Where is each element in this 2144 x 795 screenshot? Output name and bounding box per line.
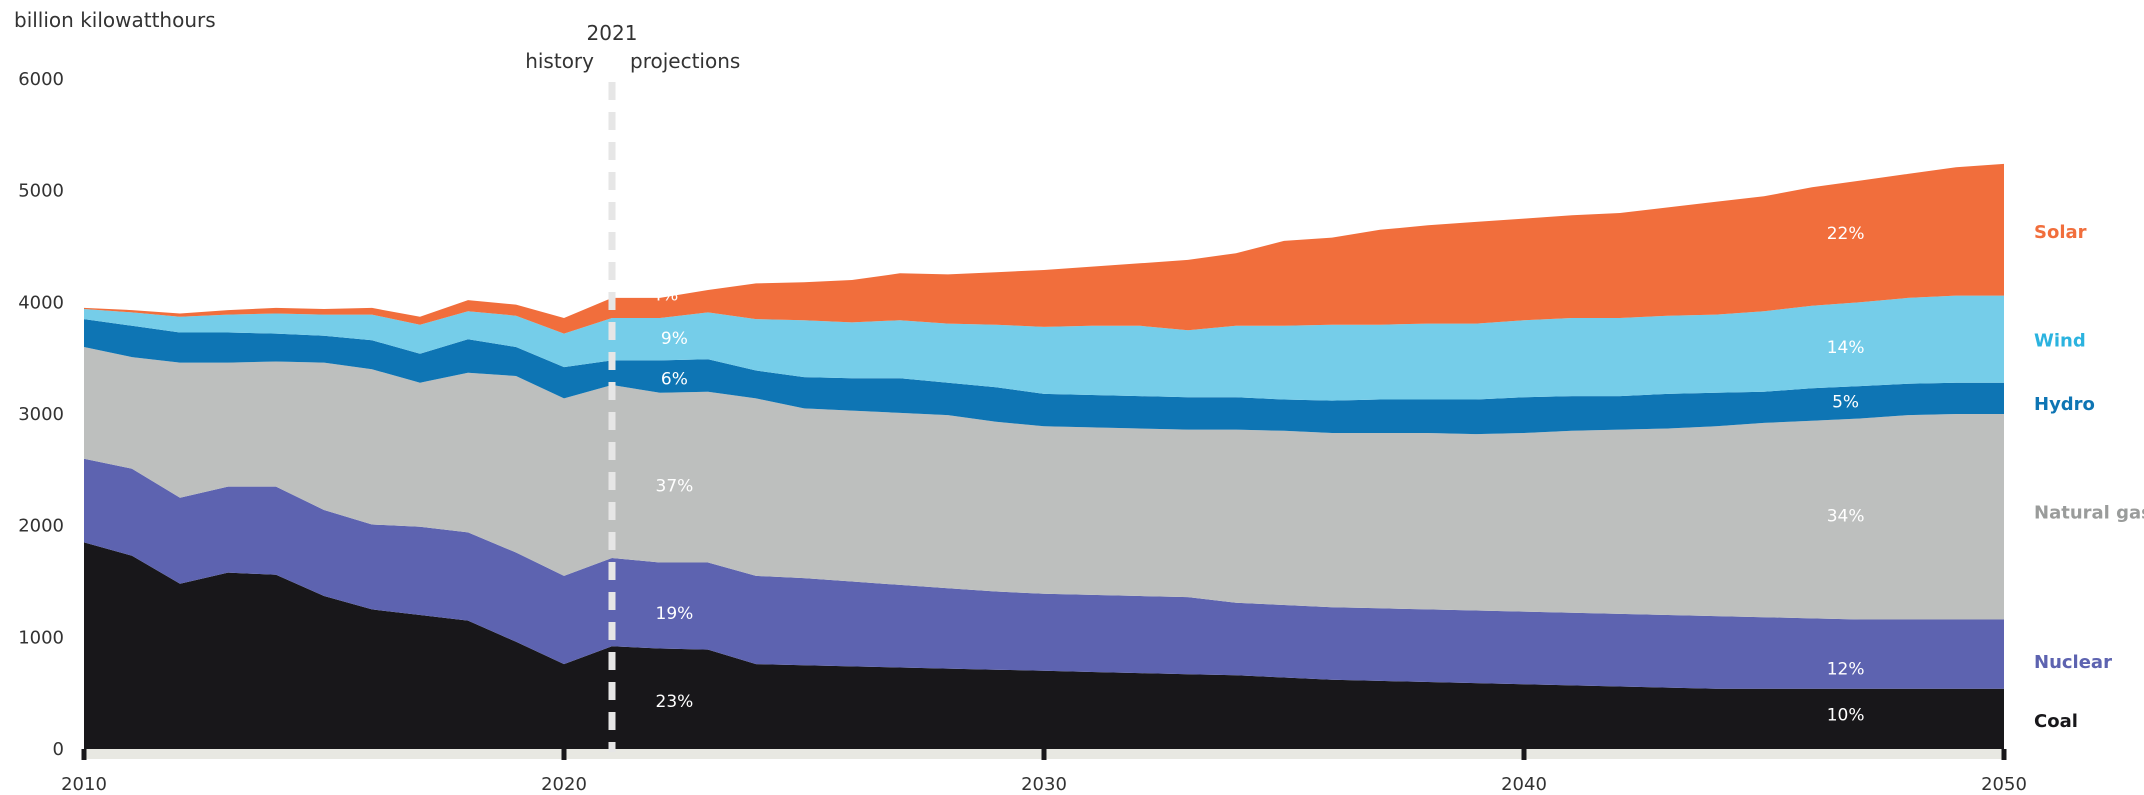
pct-label-nuclear: 12% xyxy=(1827,660,1865,680)
pct-label-coal: 10% xyxy=(1827,705,1865,725)
y-tick-label-1000: 1000 xyxy=(18,627,64,648)
projections-label: projections xyxy=(630,49,740,73)
x-tick-label-2020: 2020 xyxy=(541,774,587,795)
y-tick-label-3000: 3000 xyxy=(18,404,64,425)
pct-label-solar: 22% xyxy=(1827,224,1865,244)
x-tick-label-2040: 2040 xyxy=(1501,774,1547,795)
y-axis: 0 1000 2000 3000 4000 5000 6000 xyxy=(18,69,64,760)
stacked-areas xyxy=(84,163,2004,749)
y-tick-label-5000: 5000 xyxy=(18,181,64,202)
legend-hydro: Hydro xyxy=(2034,394,2095,415)
x-tick-mark-2050 xyxy=(2001,749,2007,760)
pct-label-coal: 23% xyxy=(656,692,694,712)
x-tick-label-2030: 2030 xyxy=(1021,774,1067,795)
area-coal xyxy=(84,542,2004,749)
area-hydro xyxy=(84,319,2004,435)
y-tick-label-2000: 2000 xyxy=(18,516,64,537)
percent-labels: 4% 9% 6% 37% 19% 23% 22% 14% 5% 34% 12% 10% xyxy=(651,224,1864,725)
legend-nuclear: Nuclear xyxy=(2034,652,2112,673)
x-tick-mark-2030 xyxy=(1041,749,1047,760)
pct-label-natural-gas: 34% xyxy=(1827,507,1865,527)
history-label: history xyxy=(525,49,594,73)
y-axis-unit-label: billion kilowatthours xyxy=(14,8,216,32)
area-solar xyxy=(84,163,2004,334)
y-tick-label-4000: 4000 xyxy=(18,292,64,313)
x-tick-mark-2040 xyxy=(1521,749,1527,760)
y-tick-label-0: 0 xyxy=(53,739,64,760)
x-axis: 2010 2020 2030 2040 2050 xyxy=(61,749,2027,795)
legend: Solar Wind Hydro Natural gas Nuclear Coal xyxy=(2034,222,2144,732)
pct-label-hydro: 5% xyxy=(1832,393,1859,413)
x-tick-mark-2010 xyxy=(81,749,87,760)
pct-label-hydro: 6% xyxy=(661,369,688,389)
legend-natural-gas: Natural gas xyxy=(2034,502,2144,523)
history-projection-divider: 2021 history projections xyxy=(525,21,740,752)
pct-label-solar: 4% xyxy=(651,286,678,306)
pct-label-wind: 9% xyxy=(661,329,688,349)
x-tick-mark-2020 xyxy=(561,749,567,760)
area-natural-gas xyxy=(84,347,2004,620)
legend-wind: Wind xyxy=(2034,330,2086,351)
pct-label-natural-gas: 37% xyxy=(656,476,694,496)
pct-label-nuclear: 19% xyxy=(656,604,694,624)
divider-year-label: 2021 xyxy=(587,21,638,45)
legend-solar: Solar xyxy=(2034,222,2087,243)
x-tick-label-2010: 2010 xyxy=(61,774,107,795)
pct-label-wind: 14% xyxy=(1827,338,1865,358)
legend-coal: Coal xyxy=(2034,711,2078,732)
area-nuclear xyxy=(84,458,2004,689)
area-wind xyxy=(84,295,2004,401)
x-tick-label-2050: 2050 xyxy=(1981,774,2027,795)
y-tick-label-6000: 6000 xyxy=(18,69,64,90)
